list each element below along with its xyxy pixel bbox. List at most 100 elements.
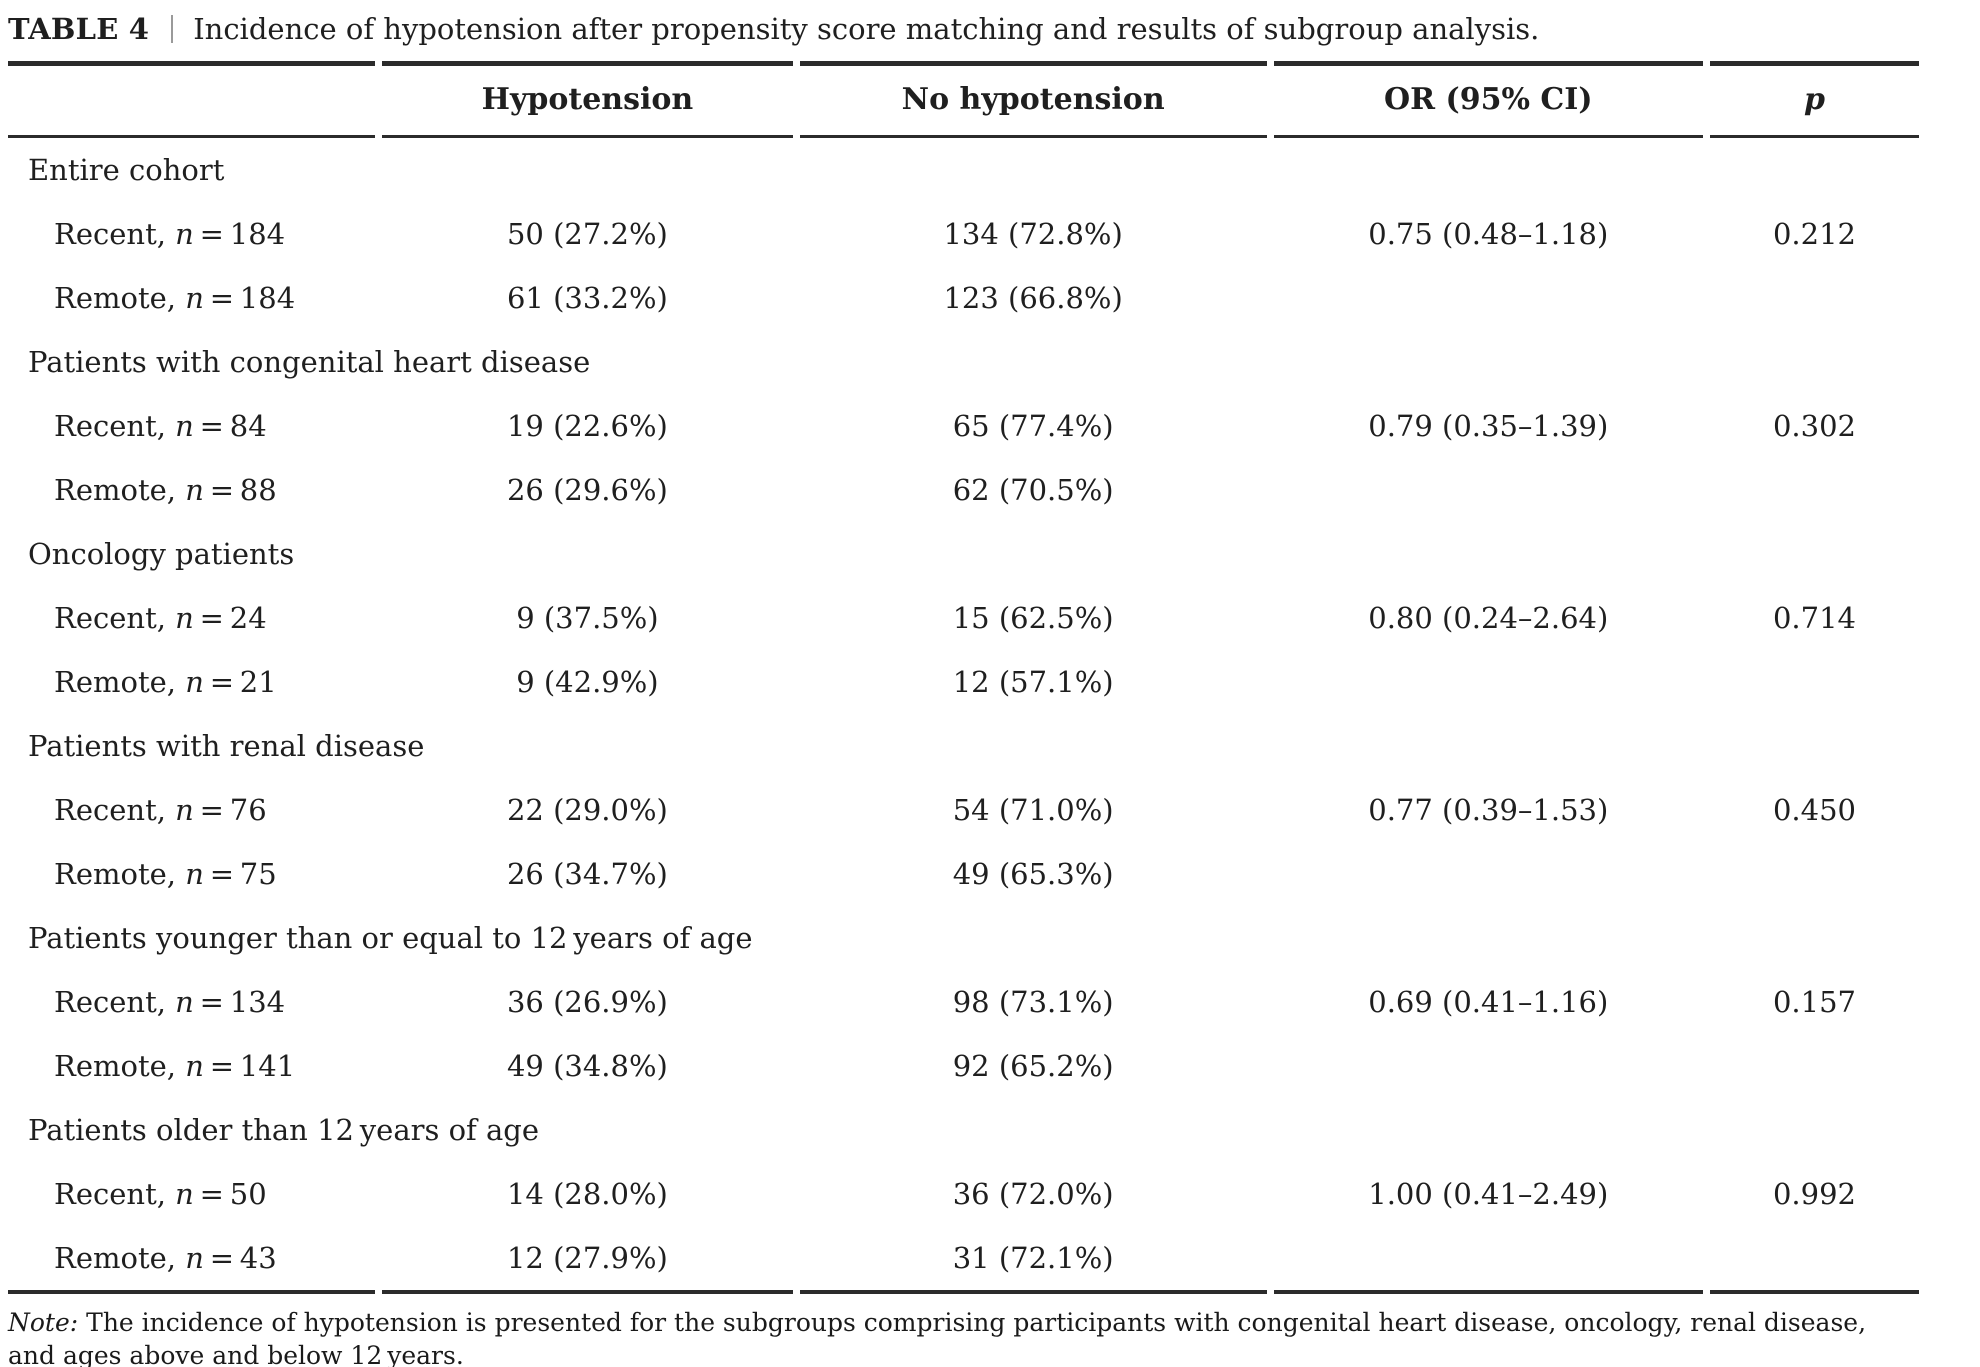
no-hypotension-cell: 123 (66.8%) (943, 280, 1123, 315)
header-row: Hypotension No hypotension OR (95% CI) p (8, 60, 1919, 138)
column-header-or-ci: OR (95% CI) (1273, 60, 1703, 138)
hypotension-cell: 12 (27.9%) (382, 1226, 793, 1294)
row-label: Remote, n = 43 (8, 1226, 376, 1294)
hypotension-cell: 26 (34.7%) (506, 856, 668, 891)
p-value-cell: 0.992 (1772, 1176, 1856, 1211)
or-ci-cell (1273, 1226, 1703, 1294)
no-hypotension-cell: 134 (72.8%) (943, 216, 1123, 251)
table-body: Entire cohort Recent, n = 184 50 (27.2%) 13… (8, 138, 1919, 1294)
hypotension-cell: 19 (22.6%) (506, 408, 668, 443)
p-value-cell (1710, 458, 1919, 522)
p-value-cell: 0.302 (1772, 408, 1856, 443)
section-header: Patients younger than or equal to 12 yea… (28, 920, 753, 955)
p-value-cell (1709, 1226, 1919, 1294)
or-ci-cell: 0.75 (0.48–1.18) (1368, 216, 1609, 251)
section-header: Patients with renal disease (28, 728, 425, 763)
table-row: Recent, n = 24 9 (37.5%) 15 (62.5%) 0.80 (0… (8, 586, 1919, 650)
row-label: Remote, n = 141 (54, 1048, 296, 1083)
column-header-hypotension: Hypotension (382, 60, 793, 138)
table-row: Remote, n = 141 49 (34.8%) 92 (65.2%) (8, 1034, 1919, 1098)
p-value-cell (1710, 1034, 1919, 1098)
row-label: Remote, n = 21 (54, 664, 277, 699)
row-label: Recent, n = 84 (54, 408, 267, 443)
section-header-row: Patients with congenital heart disease (8, 330, 1919, 394)
p-value-cell: 0.157 (1772, 984, 1856, 1019)
or-ci-cell: 0.79 (0.35–1.39) (1368, 408, 1609, 443)
or-ci-cell (1274, 842, 1703, 906)
no-hypotension-cell: 98 (73.1%) (952, 984, 1114, 1019)
no-hypotension-cell: 92 (65.2%) (952, 1048, 1114, 1083)
table-title: TABLE 4 Incidence of hypotension after p… (8, 12, 1980, 47)
or-ci-cell (1274, 266, 1703, 330)
hypotension-cell: 22 (29.0%) (506, 792, 668, 827)
note-text: The incidence of hypotension is presente… (8, 1307, 1867, 1367)
row-label: Recent, n = 76 (54, 792, 267, 827)
hypotension-cell: 50 (27.2%) (506, 216, 668, 251)
p-value-cell: 0.212 (1772, 216, 1856, 251)
hypotension-cell: 26 (29.6%) (506, 472, 668, 507)
or-ci-cell: 1.00 (0.41–2.49) (1368, 1176, 1609, 1211)
or-ci-cell (1274, 1034, 1703, 1098)
no-hypotension-cell: 49 (65.3%) (952, 856, 1114, 891)
no-hypotension-cell: 31 (72.1%) (799, 1226, 1267, 1294)
p-value-cell (1710, 266, 1919, 330)
no-hypotension-cell: 12 (57.1%) (952, 664, 1114, 699)
hypotension-cell: 49 (34.8%) (506, 1048, 668, 1083)
no-hypotension-cell: 54 (71.0%) (952, 792, 1114, 827)
p-value-cell: 0.450 (1772, 792, 1856, 827)
hypotension-cell: 14 (28.0%) (506, 1176, 668, 1211)
section-header-row: Oncology patients (8, 522, 1919, 586)
row-label: Remote, n = 88 (54, 472, 277, 507)
row-label: Recent, n = 184 (54, 216, 286, 251)
no-hypotension-cell: 15 (62.5%) (952, 600, 1114, 635)
or-ci-cell (1274, 650, 1703, 714)
table-row: Recent, n = 76 22 (29.0%) 54 (71.0%) 0.77 (… (8, 778, 1919, 842)
or-ci-cell: 0.77 (0.39–1.53) (1368, 792, 1609, 827)
note-label: Note: (8, 1307, 79, 1337)
table-row: Remote, n = 88 26 (29.6%) 62 (70.5%) (8, 458, 1919, 522)
table-row: Recent, n = 50 14 (28.0%) 36 (72.0%) 1.00 (… (8, 1162, 1919, 1226)
section-header: Patients with congenital heart disease (28, 344, 591, 379)
table-row: Recent, n = 184 50 (27.2%) 134 (72.8%) 0.75… (8, 202, 1919, 266)
title-divider (171, 15, 174, 44)
table-row: Remote, n = 184 61 (33.2%) 123 (66.8%) (8, 266, 1919, 330)
section-header: Patients older than 12 years of age (28, 1112, 539, 1147)
table-note: Note: The incidence of hypotension is pr… (8, 1306, 1918, 1367)
p-value-cell: 0.714 (1772, 600, 1856, 635)
or-ci-cell: 0.80 (0.24–2.64) (1368, 600, 1609, 635)
p-value-cell (1710, 650, 1919, 714)
no-hypotension-cell: 36 (72.0%) (952, 1176, 1114, 1211)
table-row: Recent, n = 134 36 (26.9%) 98 (73.1%) 0.69 … (8, 970, 1919, 1034)
table-row: Remote, n = 75 26 (34.7%) 49 (65.3%) (8, 842, 1919, 906)
row-label: Recent, n = 50 (54, 1176, 267, 1211)
hypotension-cell: 61 (33.2%) (506, 280, 668, 315)
column-header-no-hypotension: No hypotension (799, 60, 1267, 138)
section-header-row: Patients older than 12 years of age (8, 1098, 1919, 1162)
subgroup-analysis-table: Hypotension No hypotension OR (95% CI) p… (1, 60, 1926, 1294)
hypotension-cell: 9 (37.5%) (516, 600, 659, 635)
column-header-label (8, 60, 376, 138)
no-hypotension-cell: 65 (77.4%) (952, 408, 1114, 443)
table-row: Recent, n = 84 19 (22.6%) 65 (77.4%) 0.79 (… (8, 394, 1919, 458)
table-caption: Incidence of hypotension after propensit… (193, 12, 1540, 46)
section-header-row: Entire cohort (8, 138, 1919, 202)
or-ci-cell (1274, 458, 1703, 522)
section-header: Oncology patients (28, 536, 295, 571)
table-row: Remote, n = 43 12 (27.9%) 31 (72.1%) (8, 1226, 1919, 1294)
row-label: Recent, n = 134 (54, 984, 286, 1019)
table-number: TABLE 4 (8, 12, 150, 46)
table-row: Remote, n = 21 9 (42.9%) 12 (57.1%) (8, 650, 1919, 714)
column-header-p: p (1709, 60, 1919, 138)
row-label: Recent, n = 24 (54, 600, 267, 635)
or-ci-cell: 0.69 (0.41–1.16) (1368, 984, 1609, 1019)
row-label: Remote, n = 75 (54, 856, 277, 891)
section-header-row: Patients younger than or equal to 12 yea… (8, 906, 1919, 970)
table-header: Hypotension No hypotension OR (95% CI) p (8, 60, 1919, 138)
section-header-row: Patients with renal disease (8, 714, 1919, 778)
p-value-cell (1710, 842, 1919, 906)
hypotension-cell: 9 (42.9%) (516, 664, 659, 699)
no-hypotension-cell: 62 (70.5%) (952, 472, 1114, 507)
row-label: Remote, n = 184 (54, 280, 296, 315)
hypotension-cell: 36 (26.9%) (506, 984, 668, 1019)
